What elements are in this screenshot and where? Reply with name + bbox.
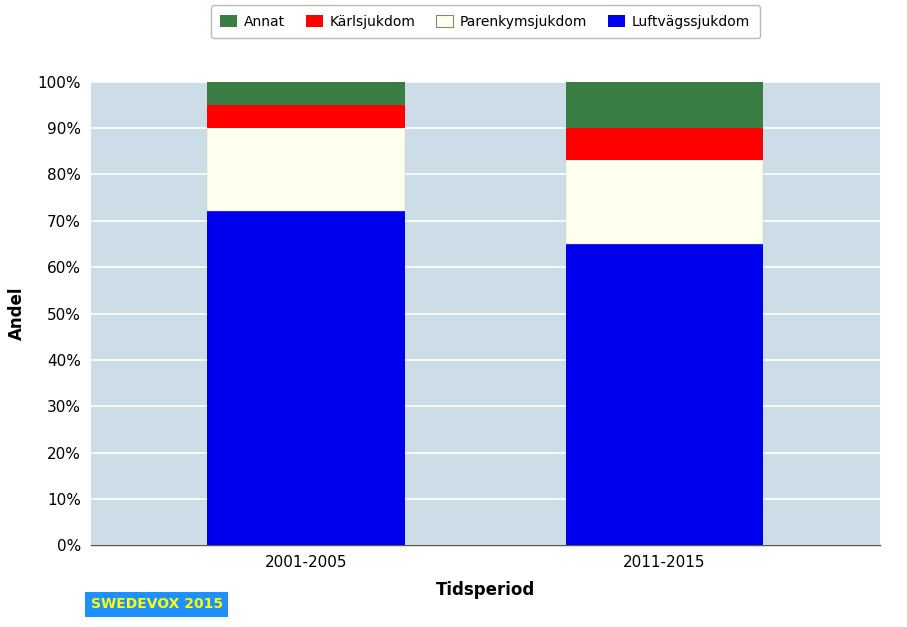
Bar: [566, 161, 763, 244]
Bar: [208, 128, 405, 211]
Legend: Annat, Kärlsjukdom, Parenkymsjukdom, Luftvägssjukdom: Annat, Kärlsjukdom, Parenkymsjukdom, Luf…: [210, 5, 760, 38]
Bar: [208, 211, 405, 545]
Y-axis label: Andel: Andel: [8, 287, 26, 340]
Bar: [208, 105, 405, 128]
Text: SWEDEVOX 2015: SWEDEVOX 2015: [91, 598, 223, 611]
Bar: [566, 82, 763, 128]
X-axis label: Tidsperiod: Tidsperiod: [435, 581, 535, 599]
Bar: [566, 244, 763, 545]
Bar: [208, 82, 405, 105]
Bar: [566, 128, 763, 161]
